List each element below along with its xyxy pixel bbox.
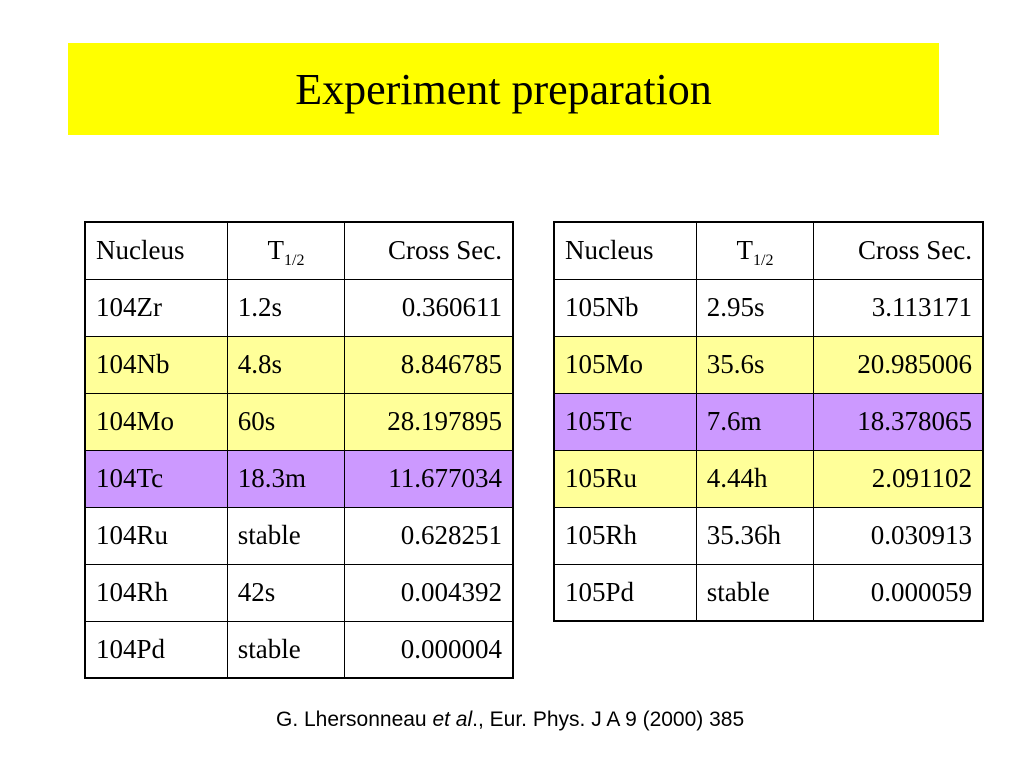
- table-row: 105Ru 4.44h 2.091102: [553, 449, 984, 508]
- title-banner: Experiment preparation: [68, 43, 939, 135]
- citation: G. Lhersonneau et al., Eur. Phys. J A 9 …: [276, 708, 916, 732]
- cell-half-life: 18.3m: [226, 449, 346, 508]
- cell-half-life: stable: [695, 563, 815, 622]
- cell-cross-section: 8.846785: [344, 335, 514, 394]
- header-half-life-symbol: T: [267, 235, 285, 266]
- table-row: 105Mo 35.6s 20.985006: [553, 335, 984, 394]
- header-half-life-subscript: 1/2: [753, 252, 774, 270]
- cell-cross-section: 3.113171: [813, 278, 984, 337]
- cell-nucleus: 104Pd: [84, 620, 228, 679]
- cell-nucleus: 105Ru: [553, 449, 697, 508]
- cell-cross-section: 0.004392: [344, 563, 514, 622]
- cell-nucleus: 105Rh: [553, 506, 697, 565]
- table-row: 104Mo 60s 28.197895: [84, 392, 514, 451]
- citation-et-al: et al: [432, 708, 473, 731]
- cell-cross-section: 0.000059: [813, 563, 984, 622]
- cell-half-life: stable: [226, 620, 346, 679]
- table-row: 105Rh 35.36h 0.030913: [553, 506, 984, 565]
- cell-cross-section: 18.378065: [813, 392, 984, 451]
- citation-reference: ., Eur. Phys. J A 9 (2000) 385: [472, 708, 745, 731]
- cell-nucleus: 104Rh: [84, 563, 228, 622]
- table-body: Nucleus T1/2 Cross Sec. 104Zr 1.2s 0.360611 10…: [84, 221, 514, 679]
- header-half-life-subscript: 1/2: [284, 252, 305, 270]
- table-row: 104Nb 4.8s 8.846785: [84, 335, 514, 394]
- cell-nucleus: 104Nb: [84, 335, 228, 394]
- cell-cross-section: 11.677034: [344, 449, 514, 508]
- header-half-life: T1/2: [695, 221, 815, 280]
- cell-nucleus: 104Mo: [84, 392, 228, 451]
- header-cross-section: Cross Sec.: [344, 221, 514, 280]
- header-cross-section: Cross Sec.: [813, 221, 984, 280]
- cell-half-life: 4.8s: [226, 335, 346, 394]
- cell-half-life: 42s: [226, 563, 346, 622]
- table-row: 104Zr 1.2s 0.360611: [84, 278, 514, 337]
- cell-nucleus: 104Ru: [84, 506, 228, 565]
- table-row: 105Tc 7.6m 18.378065: [553, 392, 984, 451]
- header-nucleus: Nucleus: [84, 221, 228, 280]
- table-row: 104Ru stable 0.628251: [84, 506, 514, 565]
- table-row: 105Pd stable 0.000059: [553, 563, 984, 622]
- header-nucleus: Nucleus: [553, 221, 697, 280]
- header-row: Nucleus T1/2 Cross Sec.: [84, 221, 514, 280]
- citation-authors: G. Lhersonneau: [276, 708, 433, 731]
- table-row: 104Rh 42s 0.004392: [84, 563, 514, 622]
- cell-half-life: stable: [226, 506, 346, 565]
- table-body: Nucleus T1/2 Cross Sec. 105Nb 2.95s 3.113171 1…: [553, 221, 984, 622]
- cell-nucleus: 105Mo: [553, 335, 697, 394]
- isotope-table-105: Nucleus T1/2 Cross Sec. 105Nb 2.95s 3.113171 1…: [553, 221, 984, 622]
- cell-nucleus: 105Pd: [553, 563, 697, 622]
- cell-nucleus: 105Tc: [553, 392, 697, 451]
- cell-cross-section: 20.985006: [813, 335, 984, 394]
- header-row: Nucleus T1/2 Cross Sec.: [553, 221, 984, 280]
- table-row: 104Tc 18.3m 11.677034: [84, 449, 514, 508]
- cell-half-life: 35.6s: [695, 335, 815, 394]
- cell-cross-section: 0.360611: [344, 278, 514, 337]
- table-row: 104Pd stable 0.000004: [84, 620, 514, 679]
- page-title: Experiment preparation: [295, 64, 712, 114]
- table-row: 105Nb 2.95s 3.113171: [553, 278, 984, 337]
- cell-cross-section: 0.628251: [344, 506, 514, 565]
- cell-half-life: 2.95s: [695, 278, 815, 337]
- cell-cross-section: 2.091102: [813, 449, 984, 508]
- isotope-table-104: Nucleus T1/2 Cross Sec. 104Zr 1.2s 0.360611 10…: [84, 221, 514, 679]
- cell-half-life: 1.2s: [226, 278, 346, 337]
- cell-nucleus: 105Nb: [553, 278, 697, 337]
- cell-cross-section: 0.030913: [813, 506, 984, 565]
- header-half-life-symbol: T: [736, 235, 754, 266]
- cell-nucleus: 104Zr: [84, 278, 228, 337]
- cell-nucleus: 104Tc: [84, 449, 228, 508]
- cell-half-life: 35.36h: [695, 506, 815, 565]
- cell-half-life: 7.6m: [695, 392, 815, 451]
- cell-cross-section: 28.197895: [344, 392, 514, 451]
- cell-cross-section: 0.000004: [344, 620, 514, 679]
- cell-half-life: 60s: [226, 392, 346, 451]
- header-half-life: T1/2: [226, 221, 346, 280]
- cell-half-life: 4.44h: [695, 449, 815, 508]
